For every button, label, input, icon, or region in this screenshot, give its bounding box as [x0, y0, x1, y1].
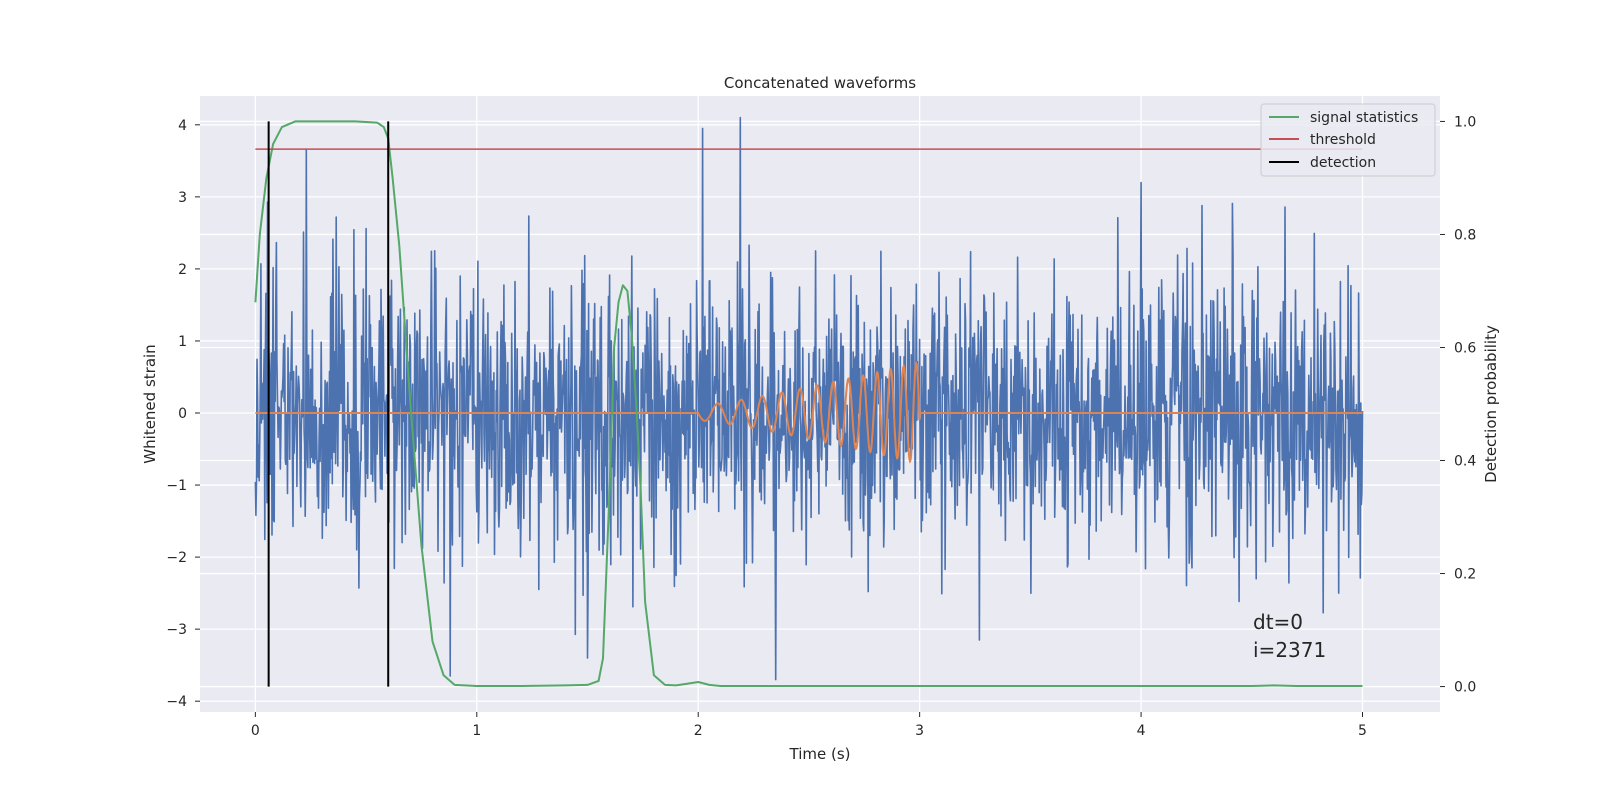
annotation-dt: dt=0 [1253, 610, 1303, 634]
y-axis-label-left: Whitened strain [141, 344, 159, 463]
strain-line [254, 116, 1364, 681]
y-tick-label: −1 [166, 478, 187, 494]
y-tick-label: 4 [178, 118, 187, 134]
x-tick-label: 4 [1137, 723, 1146, 739]
series-layer [254, 116, 1364, 687]
y-tick-label: −2 [166, 550, 187, 566]
legend-label-threshold: threshold [1310, 132, 1376, 148]
y-tick-label: 2 [178, 262, 187, 278]
y-right-tick-label: 0.4 [1454, 454, 1476, 470]
annotation-index: i=2371 [1253, 638, 1326, 662]
y-right-tick-label: 0.8 [1454, 227, 1476, 243]
x-tick-label: 5 [1358, 723, 1367, 739]
y-axis-label-right: Detection probability [1482, 325, 1500, 483]
y-right-tick-label: 0.6 [1454, 340, 1476, 356]
y-tick-label: 1 [178, 334, 187, 350]
signal-statistics-line [254, 120, 1363, 687]
y-tick-label: 3 [178, 190, 187, 206]
x-tick-label: 1 [472, 723, 481, 739]
signal-chirp-line [255, 360, 1363, 464]
legend: signal statistics threshold detection [1260, 103, 1436, 177]
x-tick-label: 0 [251, 723, 260, 739]
x-tick-label: 3 [915, 723, 924, 739]
x-tick-label: 2 [694, 723, 703, 739]
y-tick-label: −4 [166, 694, 187, 710]
y-right-tick-label: 1.0 [1454, 114, 1476, 130]
legend-label-signal-statistics: signal statistics [1310, 110, 1418, 126]
legend-label-detection: detection [1310, 155, 1376, 171]
y-tick-label: −3 [166, 622, 187, 638]
y-right-tick-label: 0.0 [1454, 680, 1476, 696]
legend-box [1260, 103, 1436, 177]
y-right-tick-label: 0.2 [1454, 567, 1476, 583]
chart-title: Concatenated waveforms [724, 74, 916, 92]
y-tick-label: 0 [178, 406, 187, 422]
x-axis-label: Time (s) [789, 745, 851, 763]
annotation: dt=0 i=2371 [1253, 610, 1326, 662]
axes: 0 1 2 3 4 5 −4 −3 −2 −1 0 1 2 3 4 0.0 0.2 0.4 0.6 0.8 1.0 [166, 114, 1476, 739]
